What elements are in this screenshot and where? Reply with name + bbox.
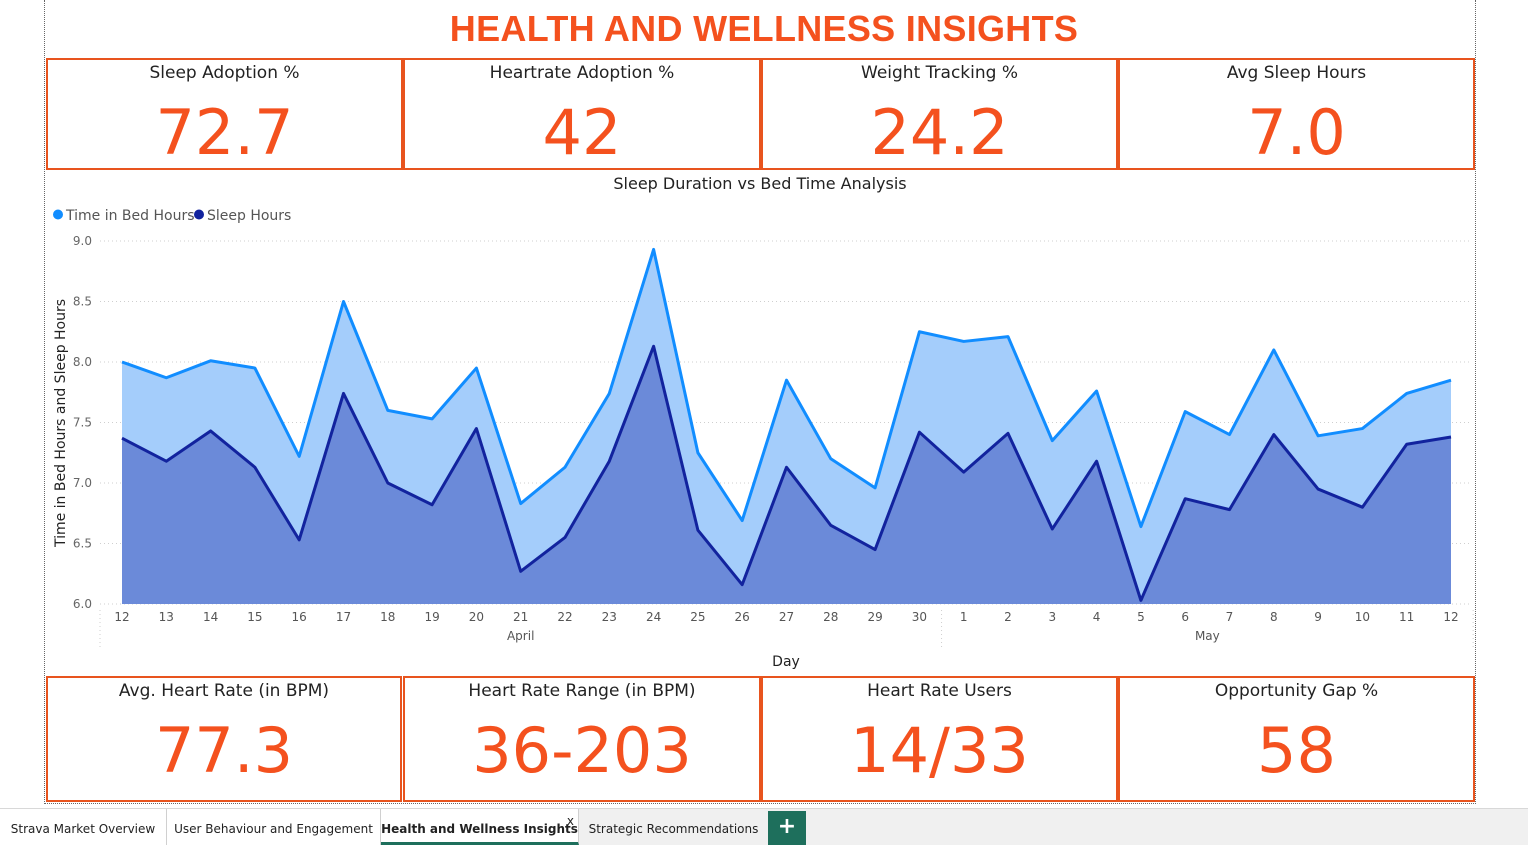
x-tick-label: 6 [1181, 610, 1189, 624]
kpi-label: Avg. Heart Rate (in BPM) [118, 681, 330, 701]
kpi-card-avg-heart-rate[interactable]: Avg. Heart Rate (in BPM) 77.3 [46, 676, 402, 802]
kpi-value: 36-203 [472, 714, 692, 787]
x-tick-label: 17 [336, 610, 351, 624]
kpi-card-heart-rate-range[interactable]: Heart Rate Range (in BPM) 36-203 [403, 676, 761, 802]
kpi-value: 77.3 [154, 714, 294, 787]
x-tick-label: 5 [1137, 610, 1145, 624]
x-axis-title: Day [772, 654, 800, 670]
y-tick-label: 6.5 [73, 537, 92, 551]
x-tick-label: 8 [1270, 610, 1278, 624]
legend-marker-time-in-bed [53, 209, 63, 220]
kpi-label: Weight Tracking % [861, 63, 1018, 83]
kpi-value: 7.0 [1247, 96, 1346, 169]
kpi-value: 24.2 [870, 96, 1009, 169]
kpi-label: Heart Rate Range (in BPM) [468, 681, 696, 701]
x-tick-label: 12 [1443, 610, 1458, 624]
x-tick-label: 27 [779, 610, 794, 624]
kpi-label: Heart Rate Users [867, 681, 1012, 701]
x-tick-label: 15 [247, 610, 262, 624]
x-tick-label: 21 [513, 610, 528, 624]
month-label: April [507, 629, 534, 643]
legend-label-time-in-bed[interactable]: Time in Bed Hours [65, 208, 195, 224]
series-area-sleep-hours [122, 346, 1451, 604]
tab-health-wellness-insights[interactable]: Health and Wellness Insights x [381, 809, 579, 845]
chart-legend[interactable]: Time in Bed Hours Sleep Hours [53, 208, 291, 224]
y-tick-label: 9.0 [73, 234, 92, 248]
sleep-chart-visual[interactable]: Sleep Duration vs Bed Time Analysis Time… [46, 170, 1476, 674]
y-axis-title: Time in Bed Hours and Sleep Hours [53, 299, 69, 548]
tab-label: Strava Market Overview [10, 822, 156, 836]
tab-strava-market-overview[interactable]: Strava Market Overview [0, 809, 167, 845]
y-tick-label: 7.5 [73, 416, 92, 430]
tab-strategic-recommendations[interactable]: Strategic Recommendations [579, 809, 768, 845]
kpi-value: 72.7 [155, 96, 294, 169]
legend-label-sleep-hours[interactable]: Sleep Hours [207, 208, 291, 224]
legend-marker-sleep-hours [194, 209, 204, 220]
x-tick-label: 14 [203, 610, 218, 624]
kpi-card-heart-rate-users[interactable]: Heart Rate Users 14/33 [761, 676, 1118, 802]
x-tick-label: 24 [646, 610, 661, 624]
x-tick-label: 19 [424, 610, 439, 624]
close-icon[interactable]: x [566, 814, 574, 828]
y-tick-label: 7.0 [73, 476, 92, 490]
tab-label: User Behaviour and Engagement [174, 822, 373, 836]
kpi-card-weight-tracking[interactable]: Weight Tracking % 24.2 [761, 58, 1118, 170]
x-tick-label: 3 [1048, 610, 1056, 624]
x-tick-label: 12 [114, 610, 129, 624]
kpi-value: 58 [1257, 714, 1336, 787]
chart-title: Sleep Duration vs Bed Time Analysis [613, 174, 906, 193]
kpi-card-opportunity-gap[interactable]: Opportunity Gap % 58 [1118, 676, 1475, 802]
x-tick-label: 13 [159, 610, 174, 624]
x-tick-label: 29 [867, 610, 882, 624]
month-label: May [1195, 629, 1220, 643]
page-title: HEALTH AND WELLNESS INSIGHTS [449, 8, 1079, 49]
x-tick-label: 26 [735, 610, 750, 624]
axis-layer: 6.06.57.07.58.08.59.012 13 14 15 16 17 18 19 20 2… [73, 234, 1474, 648]
x-tick-label: 16 [292, 610, 307, 624]
y-tick-label: 8.5 [73, 295, 92, 309]
x-tick-label: 20 [469, 610, 484, 624]
page-tab-bar: Strava Market Overview User Behaviour an… [0, 808, 1528, 845]
kpi-label: Heartrate Adoption % [489, 63, 675, 83]
y-tick-label: 6.0 [73, 597, 92, 611]
kpi-label: Sleep Adoption % [149, 63, 300, 83]
x-tick-label: 22 [557, 610, 572, 624]
kpi-card-sleep-adoption[interactable]: Sleep Adoption % 72.7 [46, 58, 403, 170]
y-tick-label: 8.0 [73, 355, 92, 369]
kpi-label: Opportunity Gap % [1214, 681, 1379, 701]
area-layer [121, 247, 1452, 604]
x-tick-label: 11 [1399, 610, 1414, 624]
tab-user-behaviour-engagement[interactable]: User Behaviour and Engagement [167, 809, 381, 845]
kpi-card-avg-sleep-hours[interactable]: Avg Sleep Hours 7.0 [1118, 58, 1475, 170]
x-tick-label: 2 [1004, 610, 1012, 624]
series-line-sleep-hours [121, 344, 1452, 602]
x-tick-label: 7 [1226, 610, 1234, 624]
x-tick-label: 30 [912, 610, 927, 624]
x-tick-label: 1 [960, 610, 968, 624]
x-tick-label: 25 [690, 610, 705, 624]
kpi-value: 42 [542, 96, 622, 169]
kpi-card-heartrate-adoption[interactable]: Heartrate Adoption % 42 [403, 58, 761, 170]
x-tick-label: 23 [602, 610, 617, 624]
report-canvas [44, 0, 1476, 804]
add-page-button[interactable]: + [768, 811, 806, 845]
x-tick-label: 4 [1093, 610, 1101, 624]
tab-label: Health and Wellness Insights [381, 822, 578, 836]
tab-label: Strategic Recommendations [588, 822, 759, 836]
series-line-time-in-bed [121, 247, 1452, 529]
x-tick-label: 18 [380, 610, 395, 624]
sleep-chart-svg: Sleep Duration vs Bed Time Analysis Time… [53, 174, 1474, 670]
x-tick-label: 9 [1314, 610, 1322, 624]
x-tick-label: 10 [1355, 610, 1370, 624]
x-tick-label: 28 [823, 610, 838, 624]
kpi-value: 14/33 [850, 714, 1029, 787]
kpi-label: Avg Sleep Hours [1226, 63, 1367, 83]
